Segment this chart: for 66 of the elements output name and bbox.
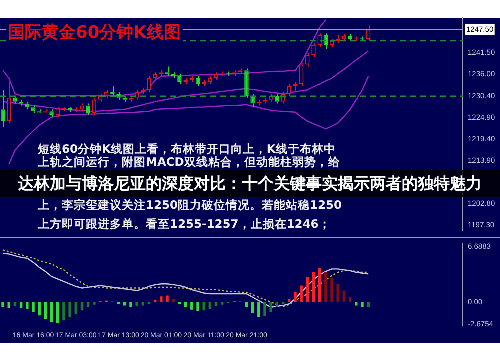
bar xyxy=(56,302,60,324)
candlestick xyxy=(171,72,176,79)
bar xyxy=(276,302,279,308)
bar xyxy=(361,302,364,308)
chart-title: 国际黄金60分钟K线图 xyxy=(6,21,183,44)
bar xyxy=(258,302,260,318)
bar xyxy=(190,302,194,310)
candlestick xyxy=(50,109,54,118)
candlestick xyxy=(275,94,280,104)
candlestick xyxy=(244,68,249,98)
bar xyxy=(196,302,200,312)
bar xyxy=(312,272,316,302)
candlestick xyxy=(7,82,12,124)
bar xyxy=(245,302,248,308)
bar xyxy=(330,278,334,302)
bar xyxy=(50,302,54,322)
candlestick xyxy=(312,42,316,58)
bar xyxy=(270,302,272,312)
candlestick xyxy=(134,90,140,100)
bar xyxy=(300,286,303,302)
bar xyxy=(93,302,96,305)
bar xyxy=(318,268,322,302)
bar xyxy=(136,302,138,307)
candlestick xyxy=(250,94,255,108)
bar xyxy=(2,302,4,308)
candlestick xyxy=(178,74,182,85)
bar xyxy=(306,278,310,302)
bar xyxy=(26,302,29,310)
bar xyxy=(202,302,206,311)
bar xyxy=(32,302,35,312)
bar xyxy=(324,272,328,302)
annotation: 短线60分钟K线图上看，布林带开口向上，K线于布林中 xyxy=(38,142,336,156)
bar xyxy=(342,290,346,302)
bar xyxy=(86,302,90,308)
candlestick xyxy=(208,76,212,85)
candlestick xyxy=(214,72,218,81)
annotation: 上，李宗玺建议关注1250阻力破位情况。若能站稳1250 xyxy=(38,198,342,212)
bar xyxy=(166,296,169,302)
bar xyxy=(264,302,266,316)
bar xyxy=(74,302,78,314)
candlestick xyxy=(31,105,36,114)
bar xyxy=(220,302,224,305)
candlestick xyxy=(116,92,121,100)
annotation: 上方即可跟进多单。看至1255-1257，止损在1246； xyxy=(38,217,331,231)
bar xyxy=(348,297,352,302)
bar xyxy=(184,302,188,308)
bar xyxy=(154,300,157,302)
bar xyxy=(294,292,297,302)
candlestick xyxy=(104,90,109,98)
bar xyxy=(288,299,291,302)
bar xyxy=(68,302,72,318)
bar xyxy=(38,302,41,316)
bar xyxy=(172,299,175,302)
candlestick xyxy=(153,72,158,81)
candlestick xyxy=(147,76,152,93)
text: 达林加与博洛尼亚的深度对比：十个关键事实揭示两者的独特魅力 xyxy=(0,170,500,197)
bar xyxy=(130,302,132,308)
bar xyxy=(355,302,358,306)
bar xyxy=(62,302,66,321)
bar xyxy=(336,284,340,302)
bar xyxy=(124,302,126,306)
bar xyxy=(44,302,48,319)
candlestick xyxy=(0,90,6,128)
annotation: 上轨之间运行，附图MACD双线粘合，但动能柱弱势，给 xyxy=(38,155,340,169)
bar xyxy=(367,302,370,308)
bar xyxy=(160,296,163,302)
